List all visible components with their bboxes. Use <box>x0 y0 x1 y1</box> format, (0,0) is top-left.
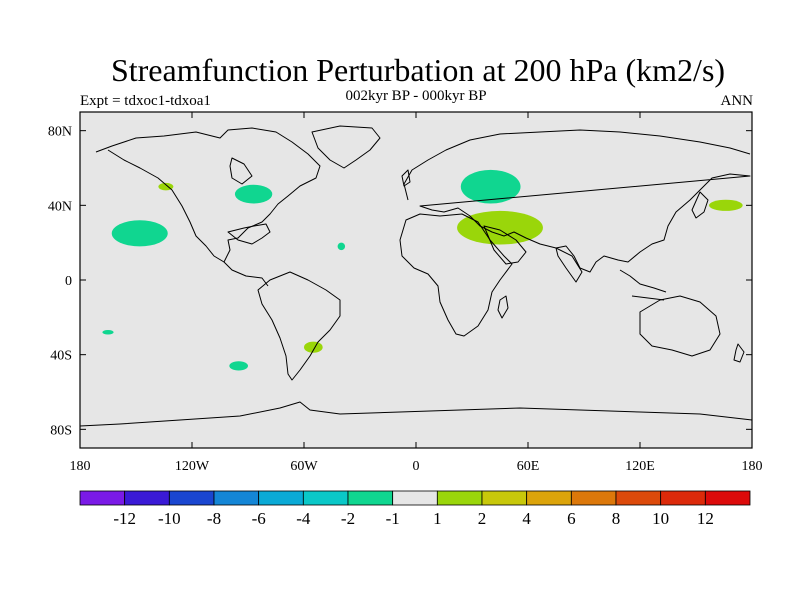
colorbar-label: 4 <box>522 509 531 528</box>
africa <box>399 213 513 337</box>
colorbar: -12 -10 -8 -6 -4 -2 -1 1 2 4 6 8 10 12 <box>79 490 751 528</box>
antarctica <box>79 401 753 427</box>
colorbar-swatch <box>302 490 349 506</box>
south-pacific-negative-anomaly <box>102 330 114 335</box>
colorbar-label: 2 <box>478 509 487 528</box>
colorbar-label: -12 <box>113 509 136 528</box>
lat-tick-label: 80S <box>50 423 72 438</box>
latitude-axis: 80N 40N 0 40S 80S <box>48 125 752 438</box>
colorbar-swatch <box>258 490 304 506</box>
lon-tick-label: 120E <box>625 459 655 474</box>
map-panel: 80N 40N 0 40S 80S 180 120W 60W 0 60E 120E 180 <box>48 111 763 474</box>
plot-title: Streamfunction Perturbation at 200 hPa (… <box>110 52 726 88</box>
lat-tick-label: 80N <box>48 125 72 140</box>
colorbar-swatch <box>436 490 483 506</box>
north-america-negative-anomaly <box>234 184 273 204</box>
west-pacific-positive-anomaly <box>709 199 743 211</box>
colorbar-swatch <box>124 490 170 506</box>
colorbar-label: -2 <box>341 509 355 528</box>
south-atlantic-positive-anomaly <box>304 341 323 353</box>
russia-negative-anomaly <box>460 169 521 204</box>
colorbar-swatch <box>168 490 215 506</box>
colorbar-label: -10 <box>158 509 181 528</box>
colorbar-label: -8 <box>207 509 221 528</box>
colorbar-swatch <box>481 490 528 506</box>
lon-tick-label: 180 <box>70 459 91 474</box>
lon-tick-label: 0 <box>413 459 420 474</box>
lat-tick-label: 40S <box>50 349 72 364</box>
pacific-negative-anomaly <box>111 220 168 247</box>
colorbar-label: -1 <box>386 509 400 528</box>
lat-tick-label: 40N <box>48 199 72 214</box>
colorbar-swatch <box>392 490 438 506</box>
southeast-pacific-negative-anomaly <box>229 361 249 371</box>
longitude-axis: 180 120W 60W 0 60E 120E 180 <box>70 112 763 474</box>
colorbar-swatch <box>660 490 706 506</box>
colorbar-swatch <box>615 490 662 506</box>
greenland <box>311 125 381 169</box>
atlantic-negative-anomaly <box>337 242 346 251</box>
hudson-bay <box>229 157 253 185</box>
colorbar-label: -6 <box>252 509 266 528</box>
colorbar-swatch <box>526 490 572 506</box>
colorbar-swatch <box>570 490 617 506</box>
lat-tick-label: 0 <box>65 274 72 289</box>
lon-tick-label: 60E <box>517 459 540 474</box>
lon-tick-label: 120W <box>175 459 210 474</box>
plot-subtitle: 002kyr BP - 000kyr BP <box>345 88 487 104</box>
north-america-coast <box>95 127 321 287</box>
new-zealand <box>733 343 745 363</box>
colorbar-label: 1 <box>433 509 442 528</box>
australia <box>639 295 721 357</box>
colorbar-label: 8 <box>612 509 621 528</box>
season-label: ANN <box>720 93 754 109</box>
colorbar-label: 10 <box>652 509 669 528</box>
north-america-west-coast <box>107 149 225 263</box>
gulf-of-mexico <box>227 223 271 245</box>
madagascar <box>497 295 509 319</box>
colorbar-label: 6 <box>567 509 576 528</box>
coastlines <box>79 125 753 427</box>
colorbar-swatch <box>704 490 751 506</box>
colorbar-swatch <box>79 490 126 506</box>
arabia <box>483 225 527 265</box>
experiment-label: Expt = tdxoc1-tdxoa1 <box>80 93 211 109</box>
colorbar-label: 12 <box>697 509 714 528</box>
colorbar-swatch <box>347 490 394 506</box>
south-america <box>257 271 341 381</box>
colorbar-label: -4 <box>296 509 311 528</box>
japan <box>691 191 709 219</box>
map-background <box>80 112 752 448</box>
colorbar-swatch <box>213 490 260 506</box>
lon-tick-label: 60W <box>290 459 318 474</box>
india <box>555 247 583 283</box>
lon-tick-label: 180 <box>742 459 763 474</box>
maritime-islands <box>619 269 667 301</box>
british-isles <box>401 169 411 187</box>
